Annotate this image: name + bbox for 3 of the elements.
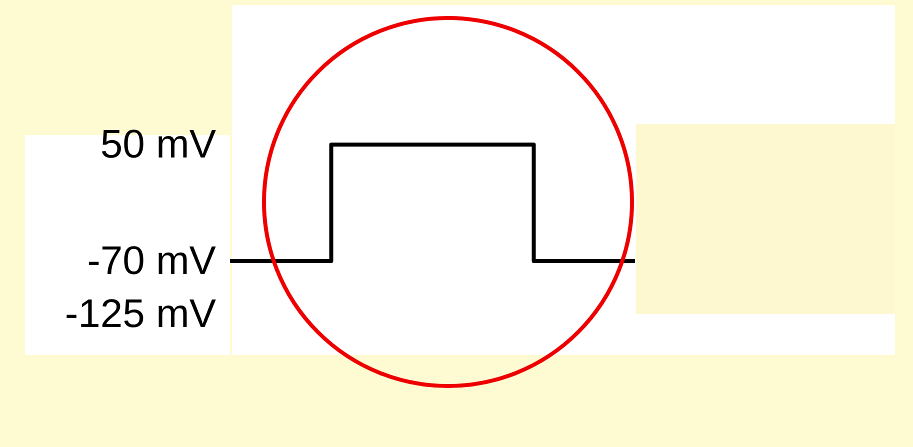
y-tick-label: -70 mV	[87, 238, 216, 283]
y-tick-label: -125 mV	[64, 292, 216, 336]
y-tick-label: 50 mV	[100, 122, 216, 166]
